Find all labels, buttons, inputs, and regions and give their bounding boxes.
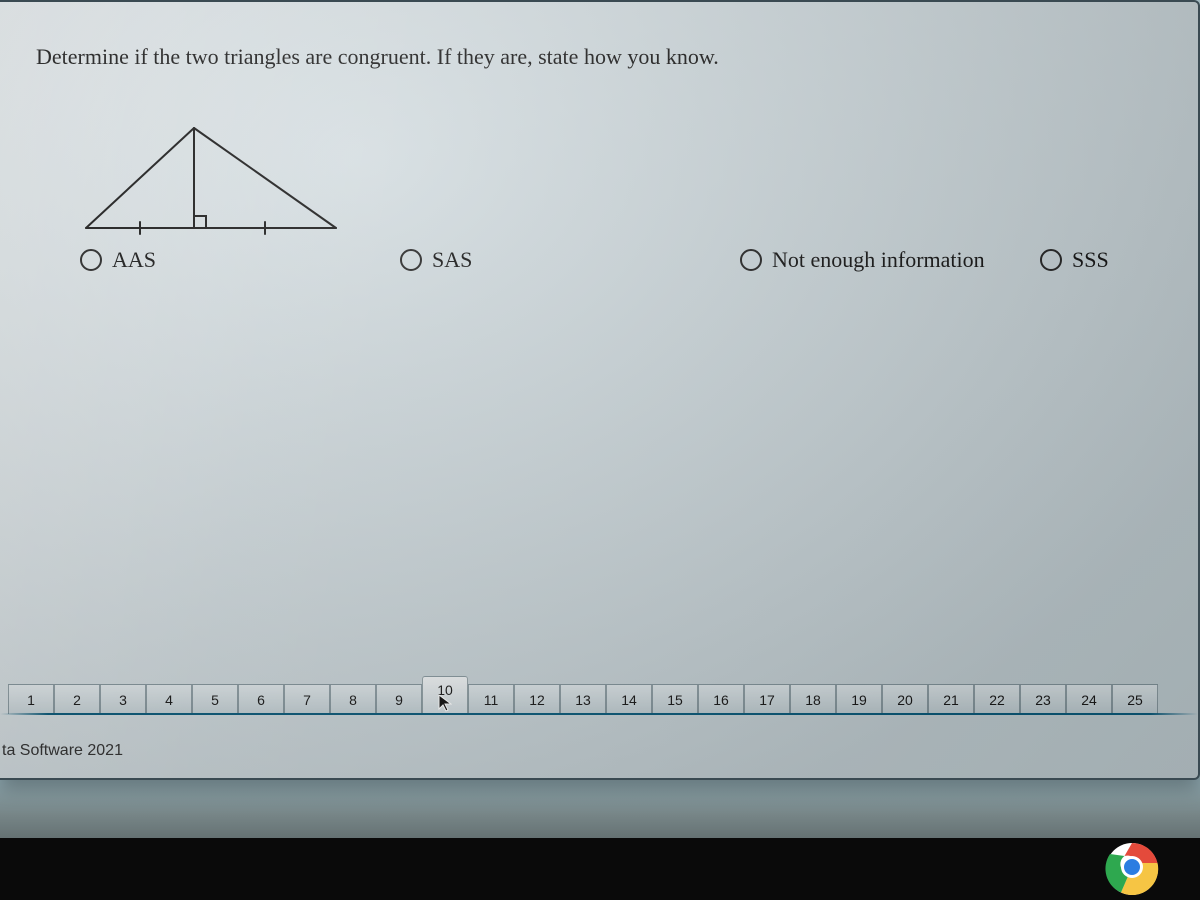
nav-question-7[interactable]: 7 xyxy=(284,684,330,714)
nav-question-22[interactable]: 22 xyxy=(974,684,1020,714)
nav-question-9[interactable]: 9 xyxy=(376,684,422,714)
taskbar xyxy=(0,838,1200,900)
nav-question-12[interactable]: 12 xyxy=(514,684,560,714)
nav-question-25[interactable]: 25 xyxy=(1112,684,1158,714)
nav-question-24[interactable]: 24 xyxy=(1066,684,1112,714)
radio-icon[interactable] xyxy=(80,249,102,271)
nav-question-23[interactable]: 23 xyxy=(1020,684,1066,714)
nav-question-10[interactable]: 10 xyxy=(422,676,468,714)
nav-question-2[interactable]: 2 xyxy=(54,684,100,714)
nav-question-1[interactable]: 1 xyxy=(8,684,54,714)
chrome-icon[interactable] xyxy=(1104,841,1160,897)
nav-question-8[interactable]: 8 xyxy=(330,684,376,714)
option-sss[interactable]: SSS xyxy=(1040,247,1109,273)
option-label: SSS xyxy=(1072,247,1109,273)
question-nav: 1234567891011121314151617181920212223242… xyxy=(0,676,1198,714)
question-content: Determine if the two triangles are congr… xyxy=(0,2,1198,778)
nav-underline xyxy=(0,713,1198,715)
option-label: AAS xyxy=(112,247,156,273)
quiz-panel: Determine if the two triangles are congr… xyxy=(0,0,1200,780)
nav-question-15[interactable]: 15 xyxy=(652,684,698,714)
nav-question-20[interactable]: 20 xyxy=(882,684,928,714)
radio-icon[interactable] xyxy=(400,249,422,271)
nav-question-11[interactable]: 11 xyxy=(468,684,514,714)
option-sas[interactable]: SAS xyxy=(400,247,472,273)
footer-copyright: ta Software 2021 xyxy=(2,742,123,760)
nav-question-18[interactable]: 18 xyxy=(790,684,836,714)
nav-question-21[interactable]: 21 xyxy=(928,684,974,714)
question-prompt: Determine if the two triangles are congr… xyxy=(36,44,1162,70)
nav-question-16[interactable]: 16 xyxy=(698,684,744,714)
nav-question-4[interactable]: 4 xyxy=(146,684,192,714)
nav-question-13[interactable]: 13 xyxy=(560,684,606,714)
option-label: SAS xyxy=(432,247,472,273)
desk-edge xyxy=(0,780,1200,838)
option-not-enough-info[interactable]: Not enough information xyxy=(740,247,985,273)
nav-question-19[interactable]: 19 xyxy=(836,684,882,714)
nav-question-14[interactable]: 14 xyxy=(606,684,652,714)
option-label: Not enough information xyxy=(772,247,985,273)
nav-question-3[interactable]: 3 xyxy=(100,684,146,714)
cursor-icon xyxy=(438,694,452,712)
nav-question-17[interactable]: 17 xyxy=(744,684,790,714)
nav-question-6[interactable]: 6 xyxy=(238,684,284,714)
radio-icon[interactable] xyxy=(740,249,762,271)
triangle-figure xyxy=(76,120,356,240)
nav-question-5[interactable]: 5 xyxy=(192,684,238,714)
radio-icon[interactable] xyxy=(1040,249,1062,271)
option-aas[interactable]: AAS xyxy=(80,247,156,273)
